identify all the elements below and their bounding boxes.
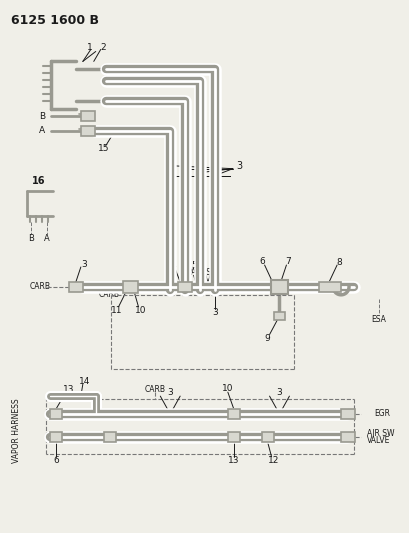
- Text: CARB: CARB: [29, 282, 50, 292]
- Bar: [103, 432, 115, 442]
- Text: 10: 10: [222, 384, 233, 393]
- Bar: [340, 432, 354, 442]
- Text: AIR SW: AIR SW: [366, 430, 393, 438]
- Bar: [50, 432, 62, 442]
- Bar: [273, 312, 285, 320]
- Text: 1: 1: [87, 43, 92, 52]
- Text: 11: 11: [110, 306, 122, 315]
- Text: 4: 4: [170, 261, 175, 270]
- Text: 13: 13: [227, 456, 239, 465]
- Text: 16: 16: [32, 175, 46, 185]
- Text: 8: 8: [335, 257, 341, 266]
- Text: 6125 1600 B: 6125 1600 B: [11, 14, 99, 27]
- Text: 3: 3: [211, 308, 217, 317]
- Bar: [81, 111, 94, 121]
- Text: 3: 3: [236, 160, 242, 171]
- Bar: [227, 432, 239, 442]
- Text: B: B: [28, 233, 34, 243]
- Text: 7: 7: [285, 256, 291, 265]
- Bar: [261, 432, 273, 442]
- Bar: [270, 280, 288, 294]
- Bar: [50, 409, 62, 419]
- Text: 6: 6: [259, 256, 265, 265]
- Bar: [122, 281, 138, 293]
- Text: B: B: [39, 111, 45, 120]
- Bar: [340, 409, 354, 419]
- Text: EGR: EGR: [373, 409, 389, 418]
- Bar: [178, 282, 192, 292]
- Text: A: A: [39, 126, 45, 135]
- Text: 9: 9: [264, 334, 270, 343]
- Text: 3: 3: [276, 387, 282, 397]
- Text: VAPOR HARNESS: VAPOR HARNESS: [12, 399, 21, 463]
- Text: 15: 15: [98, 144, 109, 154]
- Text: VALVE: VALVE: [366, 437, 389, 445]
- Text: AIR SW: AIR SW: [191, 269, 218, 278]
- Bar: [319, 282, 340, 292]
- Text: CARB: CARB: [144, 385, 165, 394]
- Text: 5: 5: [191, 261, 196, 270]
- Text: CARB: CARB: [98, 290, 119, 300]
- Text: ESA: ESA: [371, 315, 385, 324]
- Text: 3: 3: [167, 387, 173, 397]
- Bar: [81, 126, 94, 136]
- Text: 10: 10: [135, 306, 146, 315]
- Text: 13: 13: [63, 385, 74, 394]
- Text: 2: 2: [100, 43, 105, 52]
- Text: 14: 14: [79, 377, 90, 386]
- Bar: [69, 282, 83, 292]
- Text: 3: 3: [81, 260, 86, 269]
- Text: 12: 12: [267, 456, 279, 465]
- Text: A: A: [44, 233, 50, 243]
- Text: VALVE: VALVE: [193, 276, 216, 285]
- Bar: [227, 409, 239, 419]
- Text: 6: 6: [53, 456, 59, 465]
